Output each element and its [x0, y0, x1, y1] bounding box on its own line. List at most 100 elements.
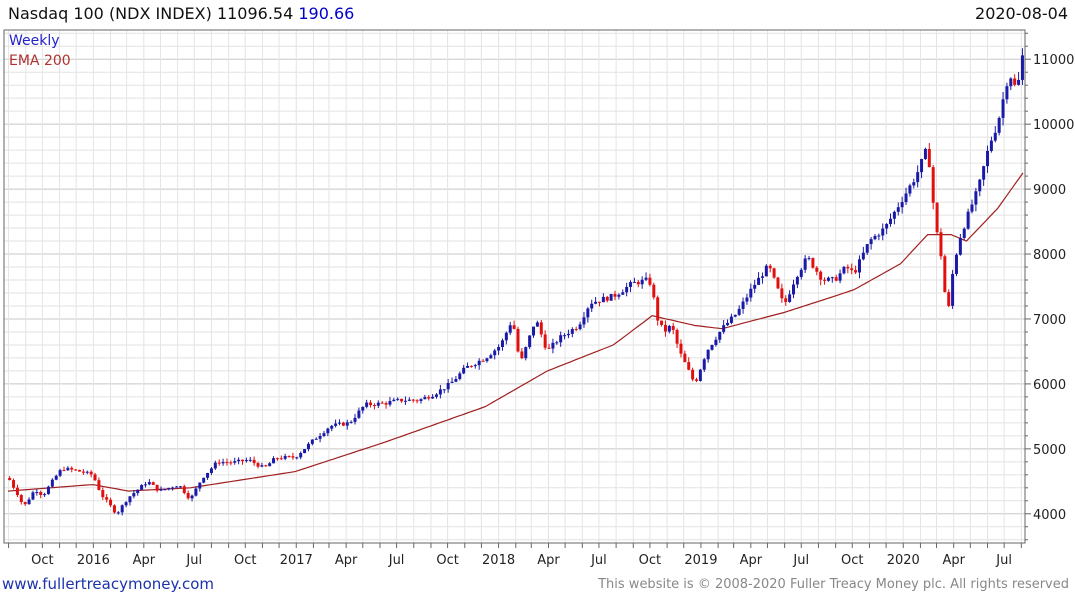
candle-body — [966, 211, 970, 229]
x-tick-label: Apr — [335, 553, 358, 568]
candle-body — [768, 265, 772, 269]
candle-body — [78, 469, 82, 472]
candle-body — [776, 277, 780, 289]
candle-body — [846, 266, 850, 269]
candle-up — [609, 293, 613, 301]
candle-body — [951, 273, 955, 306]
candle-up — [330, 424, 334, 432]
candle-body — [493, 350, 497, 356]
candle-body — [947, 292, 951, 306]
candle-body — [656, 297, 660, 321]
candle-up — [629, 280, 633, 293]
candle-down — [846, 264, 850, 274]
candle-body — [407, 399, 411, 401]
candle-body — [268, 463, 272, 467]
candle-body — [256, 463, 260, 467]
candle-up — [896, 202, 900, 216]
candle-down — [279, 455, 283, 460]
candle-body — [691, 369, 695, 380]
candle-up — [299, 451, 303, 460]
candle-body — [306, 443, 310, 450]
candle-body — [873, 235, 877, 240]
candle-body — [795, 276, 799, 285]
candle-up — [722, 320, 726, 335]
candle-body — [648, 277, 652, 285]
candle-body — [861, 252, 865, 260]
candle-body — [625, 286, 629, 293]
candle-body — [225, 462, 229, 464]
candle-body — [151, 482, 155, 485]
candle-up — [435, 393, 439, 399]
candle-body — [877, 235, 881, 237]
candle-body — [694, 379, 698, 381]
x-tick-label: Oct — [31, 553, 53, 568]
candle-down — [12, 478, 16, 490]
x-tick-label: 2020 — [887, 553, 920, 568]
candle-body — [881, 228, 885, 236]
candle-up — [632, 277, 636, 283]
candle-up — [951, 269, 955, 309]
candle-body — [43, 494, 47, 496]
candle-body — [264, 465, 268, 467]
candle-up — [551, 338, 555, 354]
candle-down — [776, 276, 780, 290]
candle-down — [613, 290, 617, 301]
candle-body — [462, 367, 466, 374]
candle-body — [819, 271, 823, 280]
candle-down — [691, 367, 695, 382]
candle-up — [838, 269, 842, 284]
candle-body — [663, 324, 667, 332]
candle-body — [116, 512, 120, 514]
candle-up — [473, 363, 477, 369]
candle-body — [978, 179, 982, 192]
candle-body — [535, 322, 539, 327]
candle-up — [1020, 48, 1024, 85]
candle-up — [640, 276, 644, 289]
candle-body — [70, 467, 74, 470]
candle-body — [369, 402, 373, 406]
candle-down — [539, 319, 543, 338]
candle-body — [667, 325, 671, 332]
candle-body — [46, 486, 50, 495]
candle-up — [1001, 91, 1005, 126]
candle-up — [714, 336, 718, 347]
candle-body — [244, 460, 248, 462]
candle-up — [260, 462, 264, 468]
candle-up — [908, 183, 912, 197]
candle-body — [337, 422, 341, 424]
candle-up — [962, 227, 966, 240]
candle-up — [485, 357, 489, 363]
candle-body — [927, 148, 931, 168]
candle-down — [380, 401, 384, 404]
website-link[interactable]: www.fullertreacymoney.com — [2, 575, 215, 593]
candle-up — [555, 340, 559, 345]
candle-up — [594, 297, 598, 305]
candle-body — [838, 273, 842, 281]
candle-up — [442, 389, 446, 394]
candle-body — [788, 294, 792, 302]
candle-down — [225, 458, 229, 466]
candle-up — [710, 344, 714, 351]
candle-up — [718, 331, 722, 343]
candle-up — [625, 282, 629, 297]
candle-up — [807, 255, 811, 261]
candle-body — [450, 381, 454, 383]
candle-down — [660, 320, 664, 327]
candle-up — [578, 321, 582, 331]
candle-down — [19, 494, 23, 505]
candle-up — [190, 494, 194, 502]
candle-up — [396, 397, 400, 401]
candle-body — [629, 282, 633, 287]
candle-body — [1017, 79, 1021, 85]
candle-body — [400, 398, 404, 402]
candle-body — [473, 365, 477, 367]
candle-body — [885, 224, 889, 229]
candle-down — [341, 421, 345, 427]
candle-body — [89, 471, 93, 475]
candle-down — [671, 322, 675, 335]
candle-up — [361, 406, 365, 414]
candle-down — [217, 459, 221, 466]
candle-body — [939, 232, 943, 257]
candle-up — [31, 490, 35, 501]
candle-body — [528, 335, 532, 348]
